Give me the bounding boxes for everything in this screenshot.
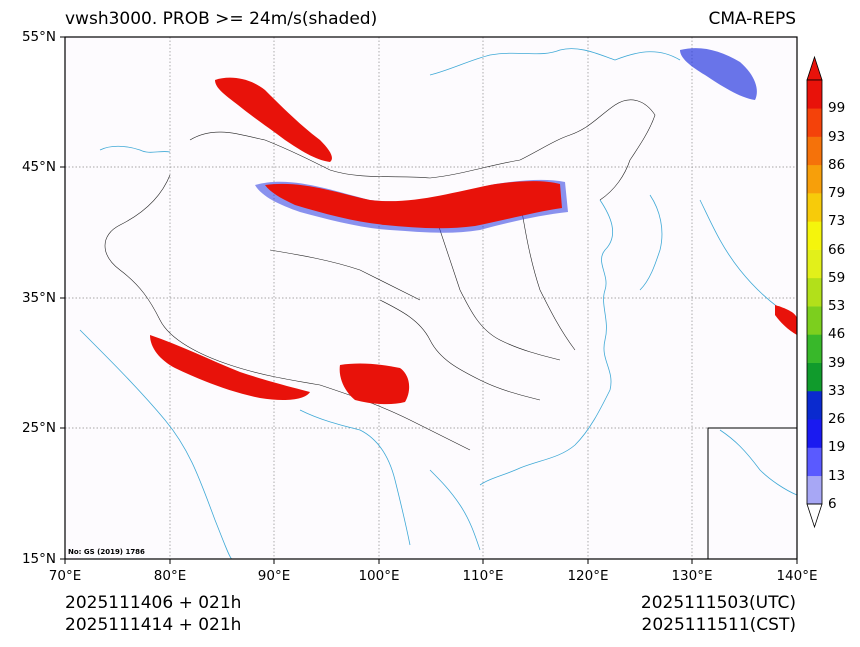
- lon-label-140e: 140°E: [776, 568, 818, 584]
- lon-label-130e: 130°E: [671, 568, 713, 584]
- border-central: [379, 299, 541, 401]
- coast-lake-north: [429, 48, 681, 76]
- colorbar-max-arrow: [806, 55, 823, 81]
- colorbar-label-79: 79: [828, 185, 846, 202]
- colorbar-label-66: 66: [828, 241, 846, 258]
- lat-label-55n: 55°N: [21, 29, 56, 45]
- colorbar-swatch-46: [807, 306, 822, 335]
- colorbar-swatch-59: [807, 249, 822, 279]
- border-province-b: [519, 199, 576, 351]
- colorbar-swatch-19: [807, 419, 822, 448]
- band-northeast: [680, 48, 757, 100]
- colorbar-label-93: 93: [828, 128, 846, 145]
- graticule: [65, 37, 797, 559]
- chart-title: vwsh3000. PROB >= 24m/s(shaded): [65, 9, 378, 29]
- colorbar-label-53: 53: [828, 298, 846, 315]
- axis-ticks: [60, 36, 798, 564]
- colorbar-label-73: 73: [828, 213, 846, 230]
- colorbar-label-86: 86: [828, 156, 846, 173]
- colorbar-swatch-39: [807, 334, 822, 363]
- colorbar-swatch-93: [807, 108, 822, 137]
- colorbar-swatch-53: [807, 277, 822, 307]
- coast-indochina: [299, 409, 411, 546]
- map-review-number: No: GS (2019) 1786: [68, 548, 145, 556]
- colorbar-label-13: 13: [828, 467, 846, 484]
- inset-box: [707, 427, 797, 559]
- colorbar-swatch-66: [807, 221, 822, 250]
- lat-label-25n: 25°N: [21, 420, 56, 436]
- colorbar-frame: [806, 79, 823, 505]
- border-province-a: [429, 199, 561, 361]
- colorbar-swatch-73: [807, 193, 822, 222]
- init-time-cst: 2025111414 + 021h: [65, 615, 242, 635]
- colorbar-swatch-99: [807, 80, 822, 109]
- valid-time-utc: 2025111503(UTC): [640, 593, 796, 613]
- lon-label-90e: 90°E: [257, 568, 291, 584]
- coast-inset: [719, 429, 797, 496]
- band-altai: [215, 77, 332, 162]
- colorbar-min-arrow: [806, 503, 823, 529]
- coast-east-china: [479, 199, 614, 486]
- lon-label-100e: 100°E: [358, 568, 400, 584]
- colorbar-label-99: 99: [828, 100, 846, 117]
- coast-south-asia: [79, 329, 233, 559]
- colorbar-label-26: 26: [828, 411, 846, 428]
- lat-label-35n: 35°N: [21, 290, 56, 306]
- lon-label-70e: 70°E: [48, 568, 82, 584]
- coast-korea: [639, 194, 663, 291]
- south-china-sea-inset: [707, 427, 797, 559]
- lat-label-45n: 45°N: [21, 159, 56, 175]
- colorbar-label-59: 59: [828, 269, 846, 286]
- colorbar-label-6: 6: [828, 496, 837, 512]
- lon-label-120e: 120°E: [567, 568, 609, 584]
- coast-south-china-sea: [429, 469, 481, 551]
- lon-label-110e: 110°E: [462, 568, 504, 584]
- colorbar-label-46: 46: [828, 326, 846, 343]
- colorbar-label-39: 39: [828, 354, 846, 371]
- colorbar-swatches: [807, 80, 822, 505]
- admin-borders: [104, 99, 656, 451]
- colorbar: [806, 55, 823, 529]
- colorbar-swatch-26: [807, 390, 822, 420]
- band-japan: [775, 305, 797, 335]
- init-time-utc: 2025111406 + 021h: [65, 593, 242, 613]
- colorbar-swatch-6: [807, 475, 822, 505]
- probability-shading: [150, 48, 797, 405]
- band-tibet-east: [339, 363, 410, 405]
- model-name: CMA-REPS: [708, 9, 796, 29]
- colorbar-swatch-33: [807, 362, 822, 392]
- lon-label-80e: 80°E: [153, 568, 187, 584]
- band-tibet-west: [150, 335, 310, 400]
- colorbar-swatch-13: [807, 447, 822, 477]
- coastlines: [79, 48, 797, 559]
- valid-time-cst: 2025111511(CST): [641, 615, 796, 635]
- border-west-south: [104, 174, 471, 451]
- lake-balkhash: [99, 145, 171, 153]
- border-north: [189, 99, 656, 201]
- colorbar-swatch-79: [807, 164, 822, 194]
- border-province-c: [269, 249, 421, 301]
- colorbar-swatch-86: [807, 136, 822, 166]
- colorbar-label-19: 19: [828, 439, 846, 456]
- colorbar-label-33: 33: [828, 382, 846, 399]
- band-north-core: [265, 181, 562, 229]
- lat-label-15n: 15°N: [21, 551, 56, 567]
